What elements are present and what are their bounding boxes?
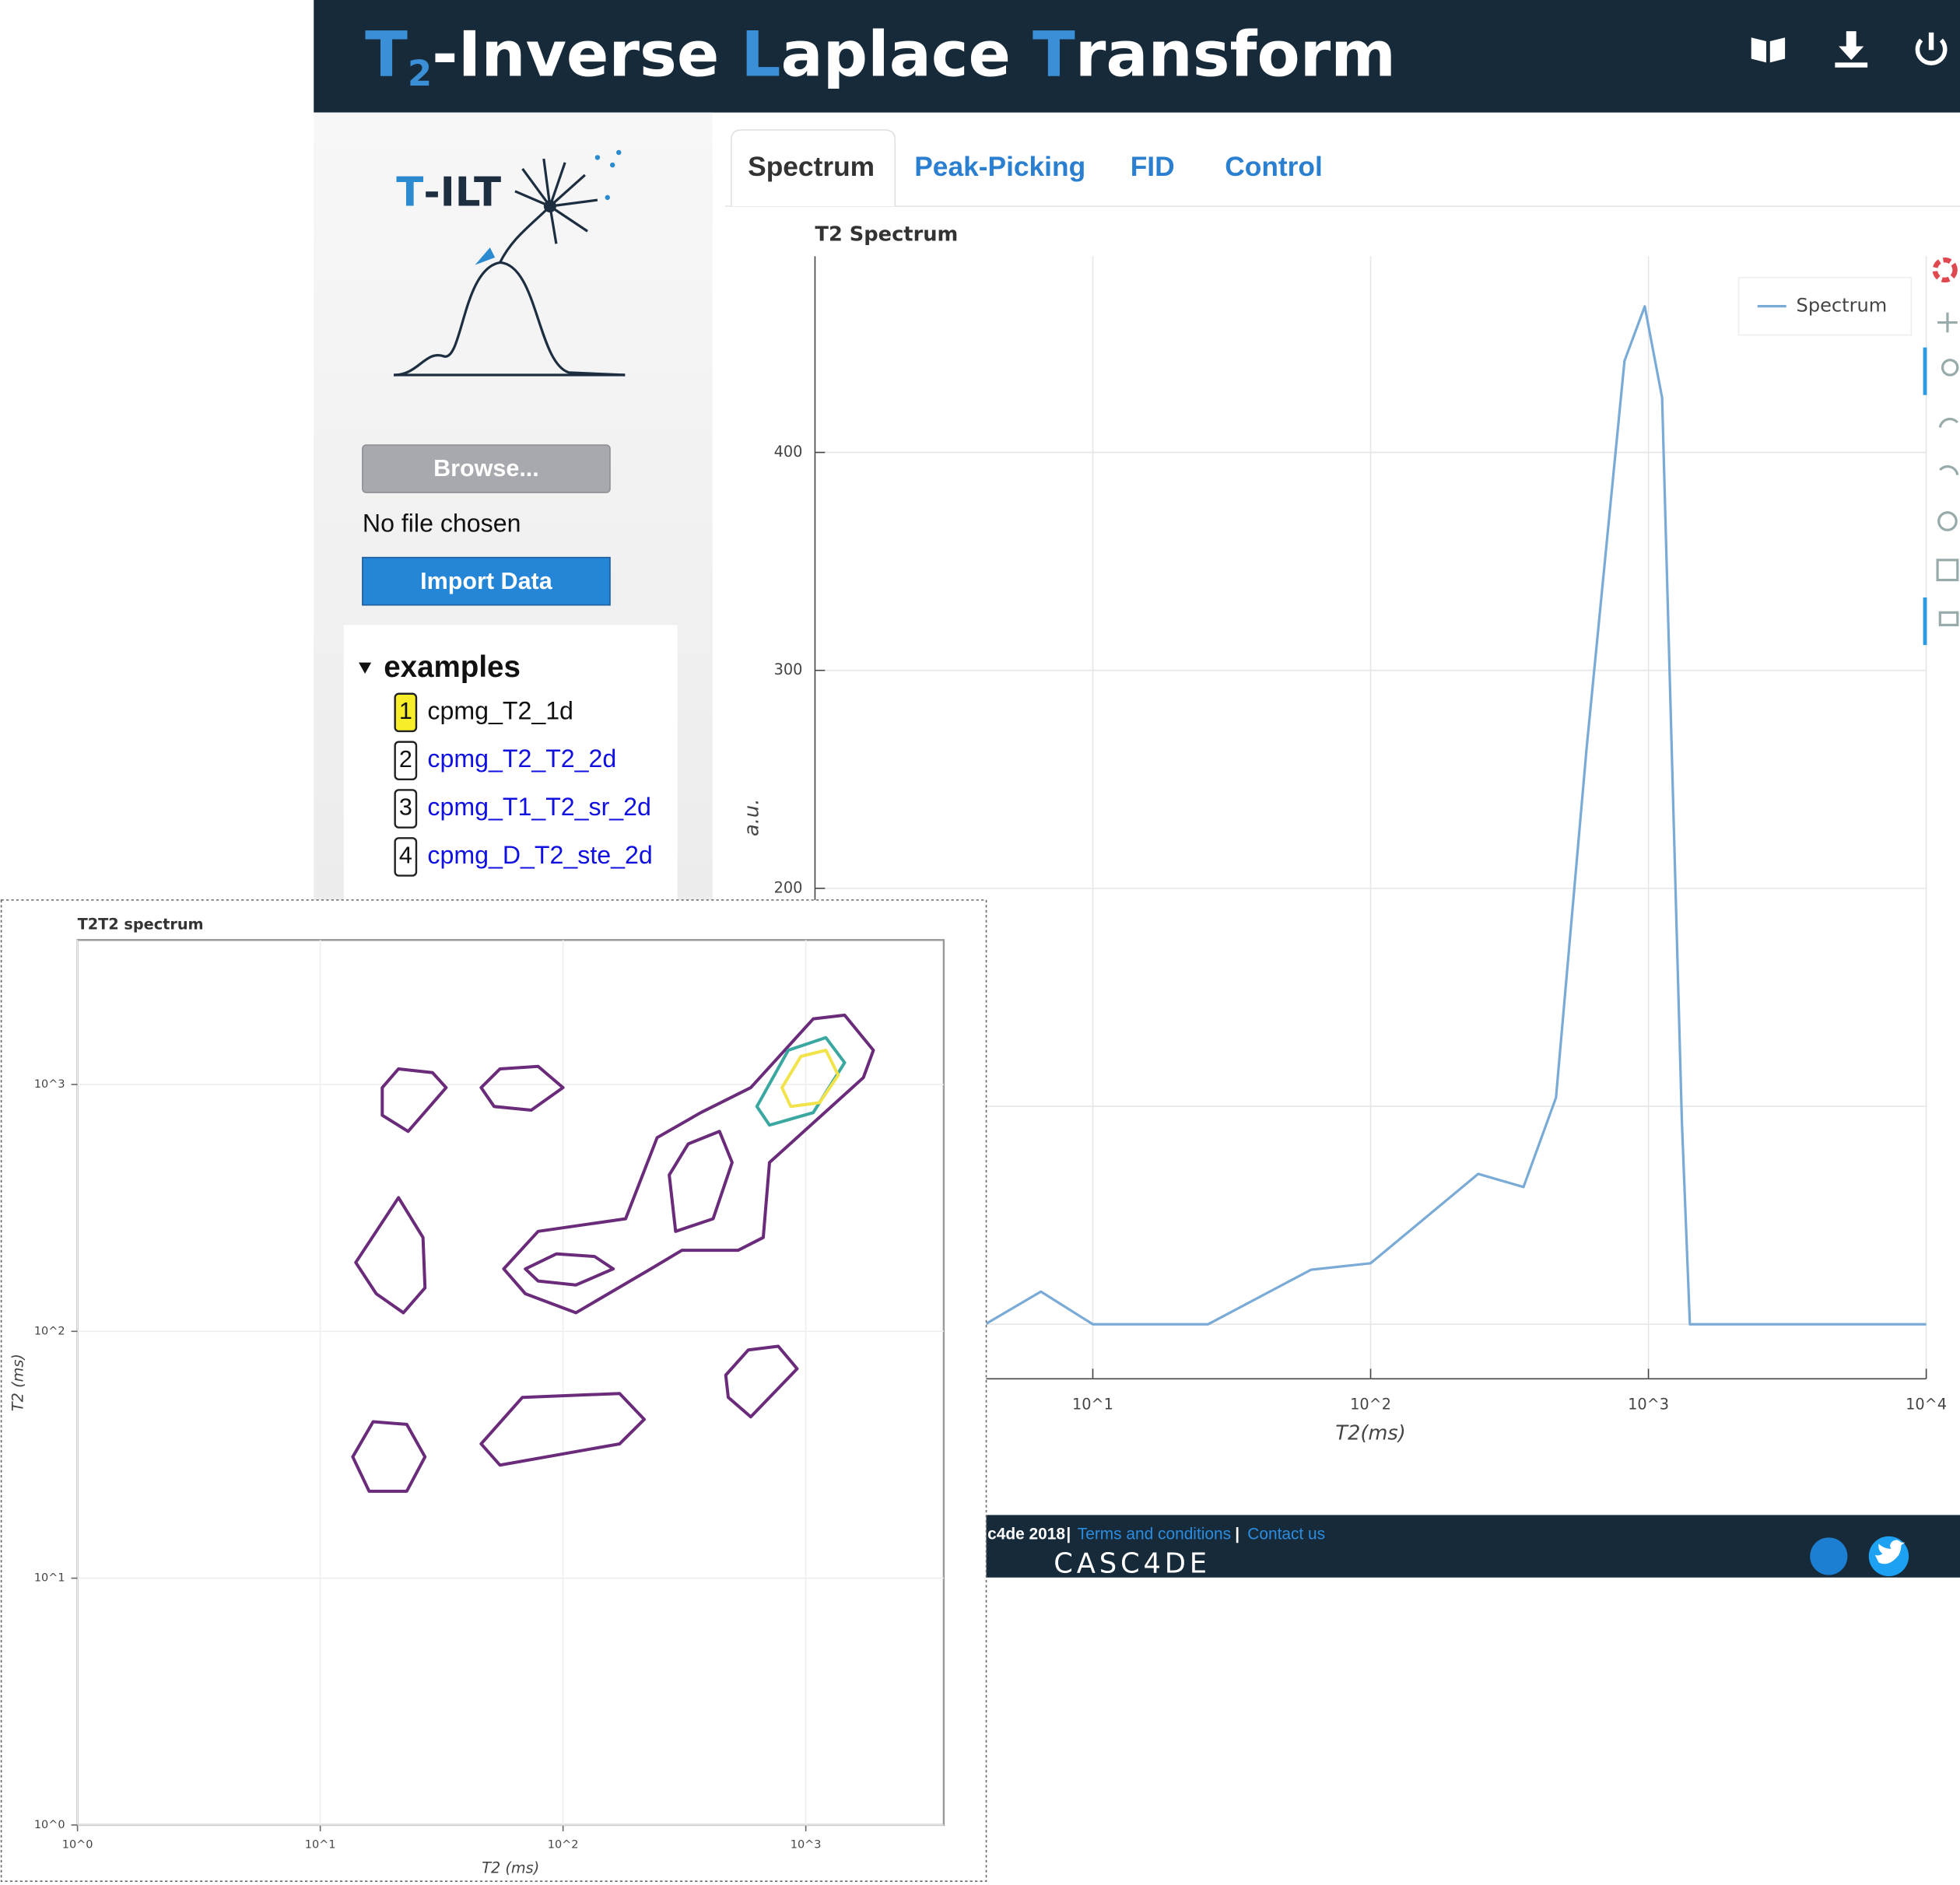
app-title: T2-Inverse Laplace Transform	[365, 17, 1396, 94]
x-axis-label: T2 (ms)	[482, 1859, 539, 1877]
x-tick-label: 10^2	[548, 1839, 579, 1852]
example-number-box	[394, 692, 418, 733]
example-number: 4	[399, 842, 412, 868]
contour-line	[479, 1392, 647, 1467]
t2t2-chart: T2T2 spectrum 10^0 10^1 10^2 10^3 10^0 10^1 10^…	[9, 916, 945, 1877]
pan-tool[interactable]	[1937, 312, 1958, 333]
docs-icon[interactable]	[1751, 37, 1786, 63]
x-tick-label: 10^3	[1628, 1396, 1669, 1414]
toolbar-logo[interactable]	[1932, 257, 1958, 283]
y-tick-label: 10^0	[34, 1819, 65, 1831]
y-tick-label: 400	[774, 443, 803, 461]
spectrum-line	[984, 305, 1927, 1326]
import-label: Import Data	[420, 568, 553, 594]
x-tick-label: 10^1	[305, 1839, 336, 1852]
footer-brand: CASC4DE	[1054, 1548, 1211, 1580]
github-icon[interactable]	[1810, 1537, 1848, 1575]
contour-line	[755, 1035, 847, 1127]
copyright: c4de 2018	[987, 1526, 1065, 1543]
legend-label: Spectrum	[1797, 295, 1888, 317]
y-tick-label: 200	[774, 878, 803, 896]
y-tick-label: 10^2	[34, 1325, 65, 1337]
file-status: No file chosen	[363, 509, 521, 537]
x-tick-label: 10^3	[791, 1839, 822, 1852]
import-button[interactable]	[362, 556, 611, 606]
example-number: 1	[399, 698, 412, 724]
contour-line	[780, 1048, 840, 1109]
y-axis-label: T2 (ms)	[9, 1354, 27, 1411]
tab[interactable]: Spectrum	[748, 152, 875, 182]
tab[interactable]: Control	[1225, 152, 1323, 182]
logo-drawing	[393, 158, 626, 377]
separator: |	[1066, 1526, 1071, 1543]
redo-tool[interactable]	[1939, 465, 1959, 475]
examples-list: 1 cpmg_T2_1d 2 cpmg_T2_T2_2d 3 cpmg_T1_T2_sr_…	[394, 692, 653, 877]
tabs: Spectrum Peak-Picking FID Control	[748, 152, 1323, 182]
x-axis-label: T2(ms)	[1335, 1421, 1405, 1445]
example-number-box	[394, 741, 418, 781]
example-number: 3	[399, 794, 412, 821]
active-tab[interactable]	[731, 129, 896, 207]
chart-toolbar	[1923, 257, 1959, 646]
y-tick-label: 300	[774, 660, 803, 678]
save-tool[interactable]	[1936, 559, 1959, 582]
examples-toggle[interactable]	[359, 662, 372, 674]
contour-line	[524, 1252, 615, 1287]
logo-seeds	[475, 149, 622, 265]
example-number-box	[394, 837, 418, 877]
contour-line	[668, 1130, 734, 1233]
contour-line	[502, 1013, 875, 1315]
contour-line	[351, 1420, 427, 1493]
contour-line	[479, 1064, 565, 1112]
x-tick-label: 10^2	[1350, 1396, 1391, 1414]
overlay-panel	[0, 899, 987, 1882]
header-bar	[314, 0, 1960, 113]
hover-tool[interactable]	[1938, 611, 1959, 626]
zoom-tool[interactable]	[1941, 359, 1959, 377]
footer-link[interactable]: Terms and conditions	[1078, 1526, 1231, 1543]
example-link[interactable]: cpmg_D_T2_ste_2d	[427, 841, 652, 869]
undo-tool[interactable]	[1938, 417, 1959, 428]
power-icon-ring	[1915, 38, 1948, 66]
footer-bar	[984, 1515, 1960, 1578]
contour-line	[724, 1344, 799, 1419]
contour-line	[354, 1196, 427, 1315]
example-link[interactable]: cpmg_T1_T2_sr_2d	[427, 793, 650, 821]
tab[interactable]: FID	[1131, 152, 1175, 182]
header-icons	[1751, 31, 1948, 68]
spectrum-chart: T2 Spectrum10^110^210^310^40100200300400…	[741, 223, 1947, 1445]
example-number-box	[394, 789, 418, 829]
reset-tool[interactable]	[1937, 511, 1958, 531]
download-icon[interactable]	[1835, 31, 1868, 68]
contour-line	[380, 1067, 448, 1133]
browse-label: Browse...	[433, 455, 539, 482]
tab[interactable]: Peak-Picking	[914, 152, 1085, 182]
separator: |	[1235, 1526, 1239, 1543]
browse-button[interactable]	[362, 444, 611, 493]
chart-title: T2T2 spectrum	[78, 916, 204, 934]
x-tick-label: 10^0	[62, 1839, 93, 1852]
twitter-bird	[1874, 1540, 1906, 1564]
logo: T-ILT	[396, 170, 501, 216]
footer-link[interactable]: Contact us	[1247, 1526, 1325, 1543]
y-tick-label: 10^1	[34, 1572, 65, 1585]
chart-title: T2 Spectrum	[815, 223, 958, 247]
y-axis-label: a.u.	[741, 799, 764, 836]
x-tick-label: 10^1	[1072, 1396, 1113, 1414]
y-tick-label: 10^3	[34, 1078, 65, 1091]
examples-title: examples	[384, 650, 521, 684]
example-link[interactable]: cpmg_T2_1d	[427, 696, 573, 724]
x-tick-label: 10^4	[1906, 1396, 1947, 1414]
example-link[interactable]: cpmg_T2_T2_2d	[427, 745, 616, 773]
example-number: 2	[399, 746, 412, 773]
